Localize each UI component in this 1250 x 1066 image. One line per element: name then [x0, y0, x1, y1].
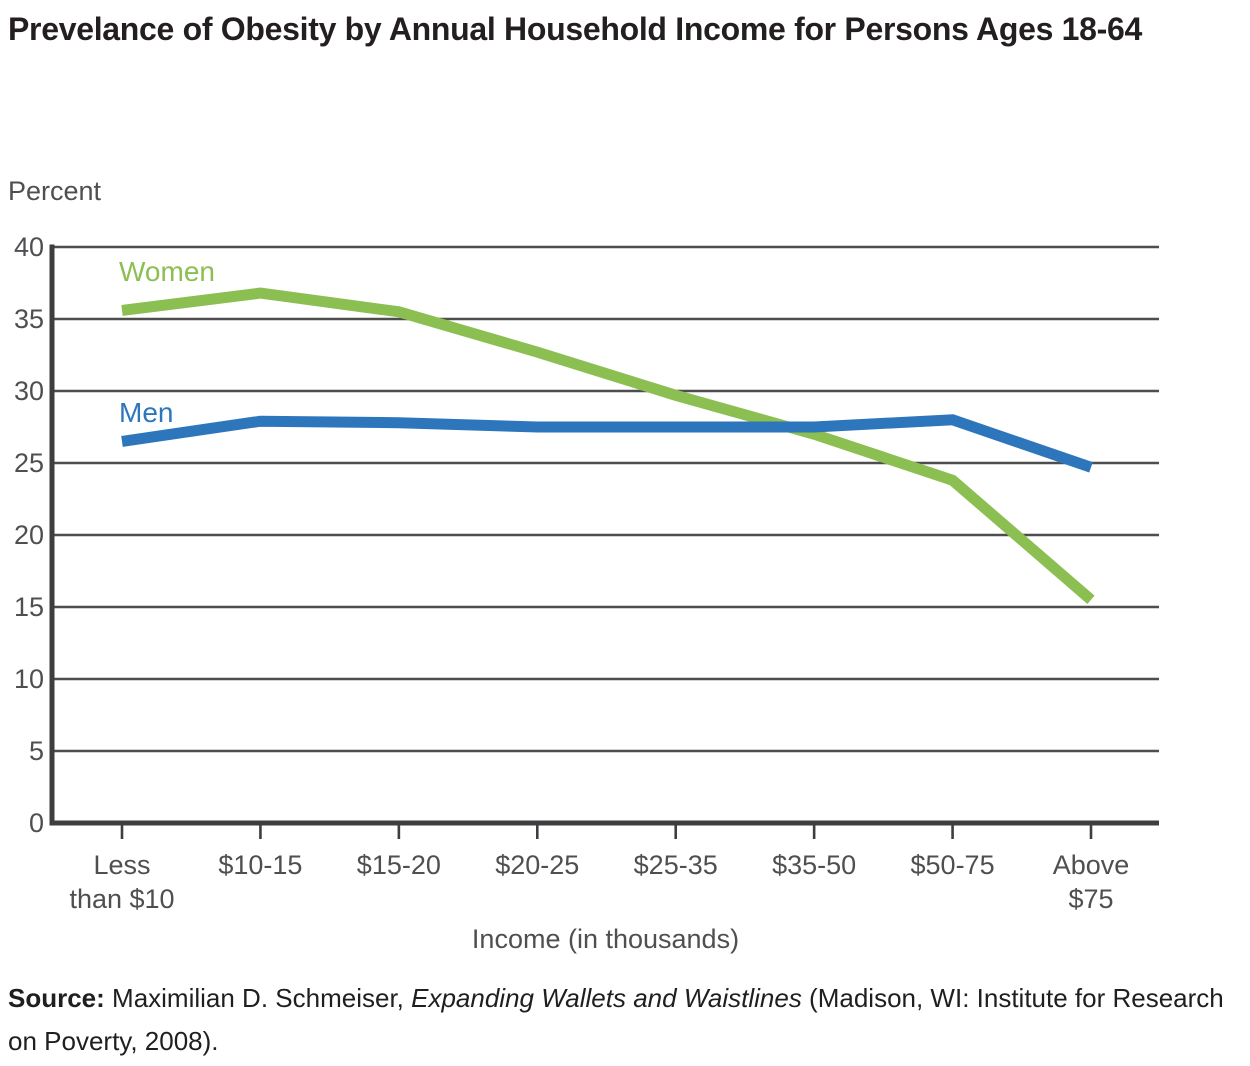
x-tick-label-line: than $10 [69, 884, 175, 914]
y-tick-label: 10 [13, 664, 44, 694]
x-tick-label-line: $10-15 [218, 850, 303, 880]
y-tick-label: 5 [28, 736, 44, 766]
x-tick-label-line: Above [1052, 850, 1130, 880]
series-line-women [121, 287, 1095, 604]
x-tick-label: $20-25 [452, 848, 622, 882]
source-label: Source: [8, 983, 105, 1013]
x-tick-label-line: $15-20 [356, 850, 441, 880]
series-label-men: Men [119, 397, 174, 428]
x-tick-label-line: $20-25 [495, 850, 580, 880]
x-tick-label: $50-75 [868, 848, 1038, 882]
x-tick-label: Less than $10 [37, 848, 207, 916]
x-tick-label: $10-15 [175, 848, 345, 882]
y-tick-label: 0 [28, 808, 44, 838]
x-tick-label-line: $25-35 [633, 850, 718, 880]
series-line-men [121, 414, 1093, 473]
x-tick-label: $35-50 [729, 848, 899, 882]
x-tick-label: $15-20 [314, 848, 484, 882]
y-tick-label: 40 [13, 232, 44, 262]
page-title: Prevelance of Obesity by Annual Househol… [8, 11, 1142, 47]
y-tick-label: 20 [13, 520, 44, 550]
y-tick-label: 15 [13, 592, 44, 622]
source-author: Maximilian D. Schmeiser, [104, 983, 412, 1013]
series-label-women: Women [119, 256, 215, 287]
source-publisher: (Madison, WI: Institute for Research on … [8, 983, 1224, 1056]
y-axis-title: Percent [8, 176, 102, 206]
x-axis-title: Income (in thousands) [471, 924, 740, 954]
y-tick-label: 30 [13, 376, 44, 406]
y-tick-label: 25 [13, 448, 44, 478]
x-tick-label-line: $75 [1068, 884, 1114, 914]
x-tick-label: $25-35 [591, 848, 761, 882]
x-tick-label-line: Less [93, 850, 151, 880]
x-tick-label-line: $50-75 [910, 850, 995, 880]
x-tick-label-line: $35-50 [772, 850, 857, 880]
x-tick-label: Above $75 [1006, 848, 1176, 916]
y-tick-label: 35 [13, 304, 44, 334]
source-work-title: Expanding Wallets and Waistlines [411, 983, 802, 1013]
source-note: Source: Maximilian D. Schmeiser, Expandi… [8, 977, 1242, 1063]
